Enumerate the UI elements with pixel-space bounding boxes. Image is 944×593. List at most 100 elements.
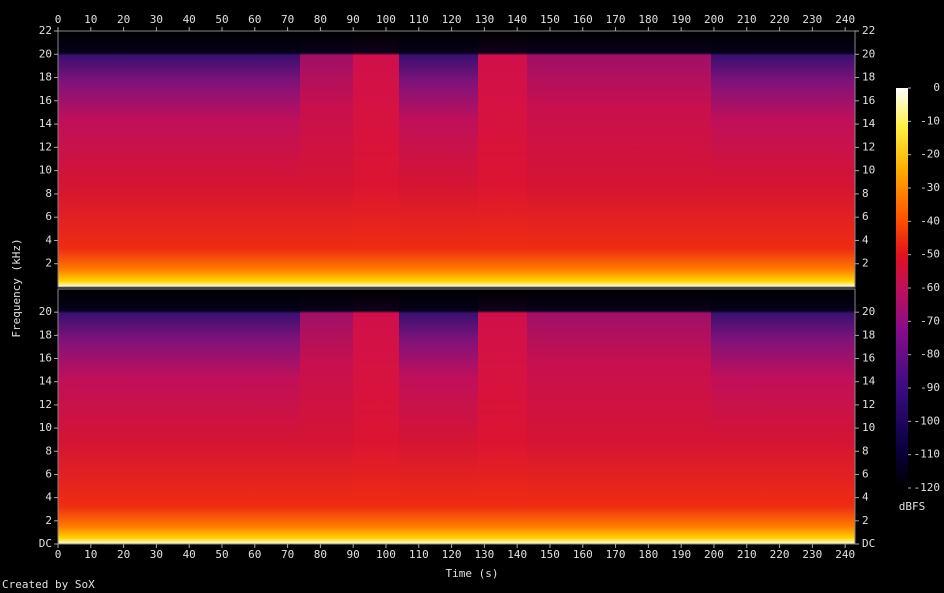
x-tick-label: 230	[802, 548, 822, 561]
y-tick-label: 16	[862, 94, 875, 107]
y-tick-label: DC	[862, 537, 875, 550]
y-tick-label: 4	[45, 491, 52, 504]
y-tick-label: 12	[862, 140, 875, 153]
colorbar-tick-label: -100	[914, 414, 941, 427]
x-tick-label: 100	[376, 548, 396, 561]
x-tick-label: 20	[117, 13, 130, 26]
x-tick-label: 240	[835, 548, 855, 561]
x-tick-label: 0	[55, 13, 62, 26]
x-tick-label: 160	[573, 548, 593, 561]
spectrogram-region	[478, 31, 527, 287]
x-tick-label: 190	[671, 548, 691, 561]
x-tick-label: 10	[84, 13, 97, 26]
x-tick-label: 20	[117, 548, 130, 561]
x-tick-label: 30	[150, 13, 163, 26]
x-tick-label: 230	[802, 13, 822, 26]
spectrogram-region	[527, 289, 566, 544]
y-tick-label: 22	[862, 24, 875, 37]
y-tick-label: 4	[862, 491, 869, 504]
x-tick-label: 100	[376, 13, 396, 26]
x-tick-label: 110	[409, 13, 429, 26]
y-tick-label: 12	[39, 140, 52, 153]
colorbar-tick-label: -60	[920, 281, 940, 294]
y-tick-label: 6	[45, 467, 52, 480]
y-tick-label: 14	[39, 375, 53, 388]
colorbar-tick-label: -50	[920, 248, 940, 261]
y-tick-label: 18	[862, 328, 875, 341]
x-tick-label: 160	[573, 13, 593, 26]
x-tick-label: 140	[507, 13, 527, 26]
x-tick-label: 150	[540, 548, 560, 561]
y-tick-label: 14	[39, 117, 53, 130]
y-tick-label: 14	[862, 117, 876, 130]
x-tick-label: 140	[507, 548, 527, 561]
spectrogram-image	[58, 289, 855, 544]
colorbar-tick-label: -20	[920, 148, 940, 161]
y-tick-label: 20	[862, 305, 875, 318]
x-tick-label: 180	[638, 548, 658, 561]
x-axis-label: Time (s)	[446, 567, 499, 580]
x-tick-label: 40	[183, 548, 196, 561]
x-tick-label: 70	[281, 548, 294, 561]
y-tick-label: 16	[39, 352, 52, 365]
colorbar-tick-label: 0	[933, 81, 940, 94]
y-tick-label: 18	[39, 71, 52, 84]
x-tick-label: 0	[55, 548, 62, 561]
x-tick-label: 170	[606, 13, 626, 26]
x-tick-label: 70	[281, 13, 294, 26]
colorbar-tick-label: -110	[914, 448, 941, 461]
y-tick-label: 22	[39, 24, 52, 37]
y-tick-label: 6	[862, 210, 869, 223]
x-tick-label: 130	[474, 548, 494, 561]
y-tick-label: 8	[862, 444, 869, 457]
y-tick-label: 20	[39, 47, 52, 60]
spectrogram-region	[300, 289, 353, 544]
x-tick-label: 200	[704, 548, 724, 561]
x-tick-label: 10	[84, 548, 97, 561]
x-tick-label: 60	[248, 548, 261, 561]
x-tick-label: 80	[314, 548, 327, 561]
spectrogram-region	[353, 289, 399, 544]
y-tick-label: 4	[862, 233, 869, 246]
y-tick-label: 16	[862, 352, 875, 365]
x-tick-label: 190	[671, 13, 691, 26]
y-tick-label: 16	[39, 94, 52, 107]
y-tick-label: DC	[39, 537, 52, 550]
x-tick-label: 120	[442, 548, 462, 561]
colorbar-tick-label: -40	[920, 214, 940, 227]
y-tick-label: 2	[45, 514, 52, 527]
x-tick-label: 220	[770, 548, 790, 561]
y-tick-label: 14	[862, 375, 876, 388]
y-tick-label: 18	[39, 328, 52, 341]
y-tick-label: 12	[39, 398, 52, 411]
x-tick-label: 220	[770, 13, 790, 26]
y-tick-label: 2	[862, 257, 869, 270]
x-tick-label: 120	[442, 13, 462, 26]
y-tick-label: 18	[862, 71, 875, 84]
colorbar-tick-label: -80	[920, 348, 940, 361]
y-tick-label: 20	[39, 305, 52, 318]
colorbar-tick-label: -70	[920, 314, 940, 327]
y-tick-label: 8	[862, 187, 869, 200]
y-tick-label: 4	[45, 233, 52, 246]
x-tick-label: 240	[835, 13, 855, 26]
x-tick-label: 200	[704, 13, 724, 26]
y-axis-label: Frequency (kHz)	[10, 238, 23, 337]
y-tick-label: 8	[45, 187, 52, 200]
y-tick-label: 2	[45, 257, 52, 270]
x-tick-label: 150	[540, 13, 560, 26]
x-tick-label: 210	[737, 13, 757, 26]
spectrogram-region	[566, 31, 711, 287]
y-tick-label: 6	[862, 467, 869, 480]
y-tick-label: 20	[862, 47, 875, 60]
y-tick-label: 10	[862, 164, 875, 177]
x-tick-label: 90	[347, 548, 360, 561]
y-tick-label: 10	[39, 421, 52, 434]
spectrogram-image	[58, 31, 855, 287]
y-tick-label: 10	[862, 421, 875, 434]
x-tick-label: 40	[183, 13, 196, 26]
x-tick-label: 50	[215, 548, 228, 561]
y-tick-label: 10	[39, 164, 52, 177]
x-tick-label: 90	[347, 13, 360, 26]
